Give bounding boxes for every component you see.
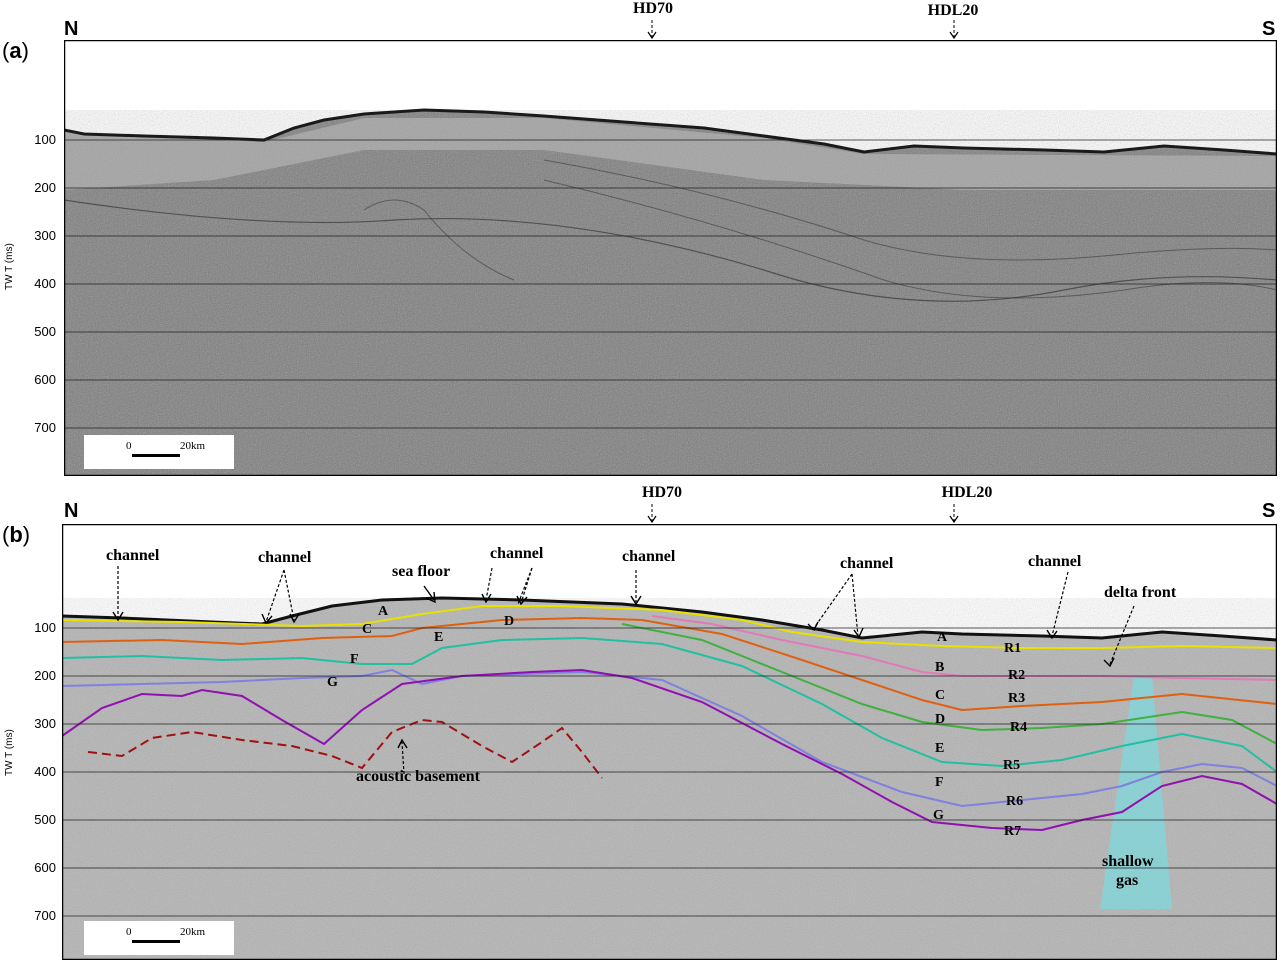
- unit-label: A: [937, 630, 948, 645]
- scale-bar-a: 0 20km: [84, 435, 234, 469]
- channel-label: channel: [490, 545, 544, 562]
- y-tick: 500: [34, 324, 56, 339]
- acoustic-basement-label: acoustic basement: [356, 768, 480, 785]
- unit-label: F: [350, 652, 359, 667]
- unit-label: C: [362, 622, 373, 637]
- y-tick: 100: [34, 620, 56, 635]
- unit-label: G: [327, 675, 338, 690]
- reflector-label-r2: R2: [1008, 668, 1026, 683]
- well-hdl20-b: HDL20: [941, 484, 993, 501]
- scale-bar-b: 0 20km: [84, 921, 234, 955]
- well-hd70-b-arrow: [647, 504, 657, 524]
- well-hd70-a-arrow: [647, 20, 657, 40]
- south-label: S: [1262, 18, 1276, 40]
- interpreted-profile-b: [62, 524, 1277, 960]
- acoustic-basement-line: [87, 718, 603, 779]
- y-tick: 600: [34, 860, 56, 875]
- unit-label: E: [935, 741, 945, 756]
- scale-start: 0: [126, 926, 132, 938]
- reflector-r6-line: [62, 668, 1277, 808]
- channel-label: channel: [840, 555, 894, 572]
- y-tick: 600: [34, 372, 56, 387]
- reflector-label-r3: R3: [1008, 691, 1026, 706]
- scale-start: 0: [126, 440, 132, 452]
- sea-floor-label: sea floor: [392, 563, 451, 580]
- y-tick: 300: [34, 228, 56, 243]
- unit-label: D: [504, 614, 515, 629]
- y-tick: 300: [34, 716, 56, 731]
- scale-end: 20km: [180, 926, 206, 938]
- reflector-r3-line: [62, 616, 1277, 712]
- seismic-profile-a: [64, 40, 1277, 476]
- unit-label: G: [933, 808, 944, 823]
- y-tick: 200: [34, 180, 56, 195]
- reflector-label-r6: R6: [1006, 794, 1024, 809]
- delta-front-label: delta front: [1104, 584, 1177, 601]
- well-hdl20-a-arrow: [949, 20, 959, 40]
- y-axis-title-a: TW T (ms): [4, 243, 15, 290]
- unit-label: B: [935, 660, 945, 675]
- reflector-r1-line: [62, 605, 1277, 649]
- reflector-label-r4: R4: [1010, 720, 1028, 735]
- shallow-gas-zone: [1100, 676, 1172, 909]
- y-axis-title-b: TW T (ms): [4, 729, 15, 776]
- well-hd70-b: HD70: [642, 484, 682, 501]
- reflector-r5-line: [62, 636, 1277, 773]
- channel-label: channel: [622, 548, 676, 565]
- unit-label: C: [935, 688, 946, 703]
- well-hdl20-a: HDL20: [927, 2, 979, 19]
- reflector-r4-line: [621, 623, 1277, 745]
- y-tick: 500: [34, 812, 56, 827]
- y-tick: 100: [34, 132, 56, 147]
- shallow-gas-label-2: gas: [1116, 872, 1139, 889]
- reflector-label-r7: R7: [1004, 824, 1022, 839]
- reflector-label-r5: R5: [1003, 758, 1021, 773]
- shallow-gas-label-1: shallow: [1102, 853, 1154, 870]
- unit-label: E: [434, 630, 444, 645]
- north-label: N: [64, 500, 79, 522]
- y-tick: 700: [34, 908, 56, 923]
- reflector-r2-line: [651, 615, 1277, 681]
- panel-b-label: (b): [2, 522, 31, 547]
- well-hdl20-b-arrow: [949, 504, 959, 524]
- scale-end: 20km: [180, 440, 206, 452]
- y-tick: 700: [34, 420, 56, 435]
- channel-label: channel: [106, 547, 160, 564]
- unit-label: A: [378, 604, 389, 619]
- scale-bar-line: [132, 940, 180, 943]
- reflector-label-r1: R1: [1004, 641, 1022, 656]
- channel-label: channel: [258, 549, 312, 566]
- scale-bar-line: [132, 454, 180, 457]
- unit-label: F: [935, 775, 944, 790]
- north-label: N: [64, 18, 79, 40]
- y-tick: 400: [34, 764, 56, 779]
- reflector-r7-line: [62, 668, 1277, 832]
- y-tick: 400: [34, 276, 56, 291]
- south-label: S: [1262, 500, 1276, 522]
- channel-label: channel: [1028, 553, 1082, 570]
- panel-a-label: (a): [2, 38, 29, 63]
- unit-label: D: [935, 712, 946, 727]
- y-tick: 200: [34, 668, 56, 683]
- well-hd70-a: HD70: [633, 0, 673, 17]
